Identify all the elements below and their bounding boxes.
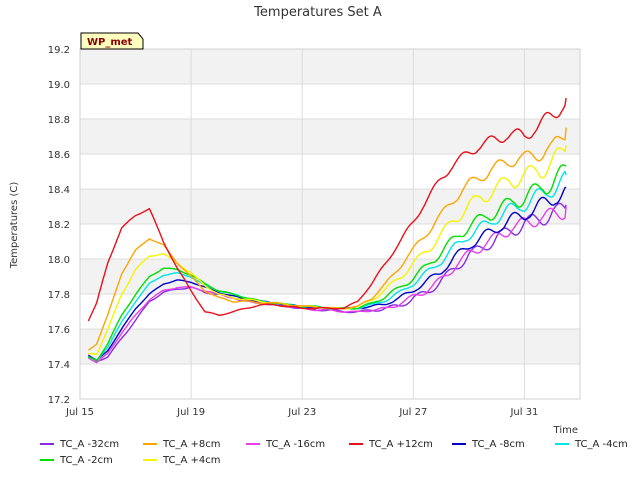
y-axis-ticks: 17.2 17.4 17.6 17.8 18.0 18.2 18.4 18.6 18.8 19.0… (48, 45, 70, 406)
background-band (80, 154, 580, 189)
x-axis-ticks: Jul 15 Jul 19 Jul 23 Jul 27 Jul 31 (65, 407, 538, 418)
y-tick-label: 18.4 (48, 185, 70, 196)
plot-frame (79, 48, 581, 400)
legend-swatch (143, 443, 157, 445)
legend-label: TC_A -32cm (60, 438, 120, 450)
background-band (80, 329, 580, 364)
legend-label: TC_A -8cm (472, 438, 525, 450)
series-lines (87, 97, 567, 364)
legend-swatch (349, 443, 363, 445)
background-band (80, 364, 580, 399)
legend: TC_A -32cm TC_A +8cm TC_A -16cm TC_A +12cm T… (40, 436, 630, 468)
x-tick-label: Jul 31 (509, 407, 538, 418)
legend-swatch (555, 443, 569, 445)
x-tick-label: Jul 15 (65, 407, 94, 418)
legend-swatch (40, 443, 54, 445)
legend-swatch (246, 443, 260, 445)
legend-label: TC_A -16cm (266, 438, 326, 450)
series-line-tc-a-16cm (87, 206, 567, 364)
legend-row: TC_A -32cm TC_A +8cm TC_A -16cm TC_A +12cm T… (40, 436, 630, 452)
x-tick-label: Jul 23 (287, 407, 316, 418)
y-tick-label: 17.8 (48, 290, 70, 301)
background-band (80, 189, 580, 224)
legend-row: TC_A -2cm TC_A +4cm (40, 452, 630, 468)
background-band (80, 294, 580, 329)
y-tick-label: 19.0 (48, 80, 70, 91)
background-band (80, 49, 580, 84)
legend-item: TC_A +4cm (143, 455, 246, 466)
wp-met-badge: WP_met (80, 32, 144, 50)
y-tick-label: 18.6 (48, 150, 70, 161)
y-tick-label: 19.2 (48, 45, 70, 56)
legend-label: TC_A +4cm (163, 454, 221, 466)
legend-label: TC_A -2cm (60, 454, 113, 466)
x-axis-label: Time (553, 425, 578, 436)
legend-swatch (40, 459, 54, 461)
background-band (80, 259, 580, 294)
y-tick-label: 18.2 (48, 220, 70, 231)
legend-item: TC_A -4cm (555, 439, 640, 450)
x-tick-label: Jul 27 (398, 407, 427, 418)
legend-item: TC_A +12cm (349, 439, 452, 450)
badge-label: WP_met (87, 37, 133, 48)
y-axis-label: Temperatures (C) (9, 182, 20, 270)
y-tick-label: 17.6 (48, 325, 70, 336)
badge-shape (80, 32, 144, 50)
y-tick-label: 18.0 (48, 255, 70, 266)
legend-swatch (452, 443, 466, 445)
legend-label: TC_A +12cm (369, 438, 433, 450)
legend-label: TC_A -4cm (575, 438, 628, 450)
legend-item: TC_A -16cm (246, 439, 349, 450)
legend-label: TC_A +8cm (163, 438, 221, 450)
series-line-tc-a-32cm (87, 202, 567, 362)
y-tick-label: 17.2 (48, 395, 70, 406)
x-tick-label: Jul 19 (176, 407, 205, 418)
series-line-tc-a-12cm (87, 97, 567, 322)
chart-title: Temperatures Set A (253, 5, 382, 20)
y-tick-label: 18.8 (48, 115, 70, 126)
legend-item: TC_A -8cm (452, 439, 555, 450)
legend-swatch (143, 459, 157, 461)
legend-item: TC_A -2cm (40, 455, 143, 466)
background-band (80, 119, 580, 154)
background-band (80, 84, 580, 119)
y-tick-label: 17.4 (48, 360, 70, 371)
legend-item: TC_A -32cm (40, 439, 143, 450)
legend-item: TC_A +8cm (143, 439, 246, 450)
